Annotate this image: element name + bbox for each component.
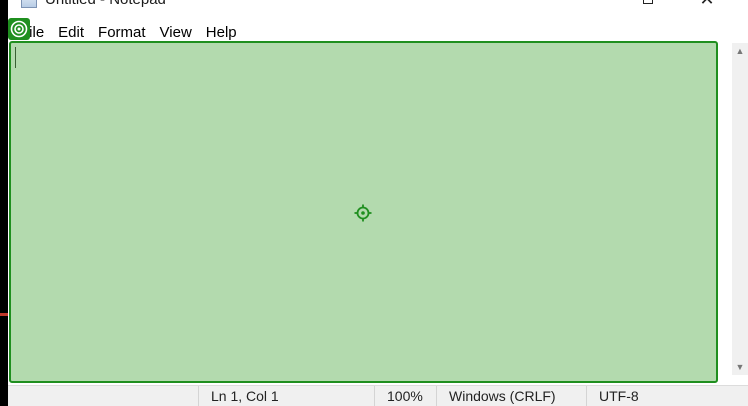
scroll-up-arrow-icon[interactable]: ▲ bbox=[735, 46, 745, 56]
menu-edit[interactable]: Edit bbox=[58, 23, 85, 41]
status-zoom: 100% bbox=[374, 386, 436, 406]
desktop-edge bbox=[0, 0, 8, 405]
desktop-edge-mark bbox=[0, 313, 8, 316]
status-segment-empty bbox=[8, 386, 198, 406]
status-encoding: UTF-8 bbox=[586, 386, 748, 406]
menu-format[interactable]: Format bbox=[98, 23, 146, 41]
title-bar[interactable]: Untitled - Notepad ✕ bbox=[8, 0, 748, 12]
status-cursor-position: Ln 1, Col 1 bbox=[198, 386, 374, 406]
status-bar: Ln 1, Col 1 100% Windows (CRLF) UTF-8 bbox=[8, 385, 748, 406]
menu-view[interactable]: View bbox=[159, 23, 192, 41]
maximize-icon bbox=[643, 0, 653, 4]
notepad-app-icon bbox=[21, 0, 37, 8]
vertical-scrollbar[interactable]: ▲ ▼ bbox=[732, 43, 748, 375]
crosshair-icon bbox=[354, 204, 372, 222]
menu-help[interactable]: Help bbox=[205, 23, 237, 41]
status-line-ending: Windows (CRLF) bbox=[436, 386, 586, 406]
menu-bar: File Edit Format View Help bbox=[8, 21, 748, 43]
window-title: Untitled - Notepad bbox=[45, 0, 166, 8]
scroll-down-arrow-icon[interactable]: ▼ bbox=[735, 362, 745, 372]
close-button[interactable]: ✕ bbox=[684, 0, 730, 10]
close-icon: ✕ bbox=[699, 0, 714, 10]
maximize-button[interactable] bbox=[625, 0, 671, 10]
target-icon bbox=[8, 18, 30, 40]
